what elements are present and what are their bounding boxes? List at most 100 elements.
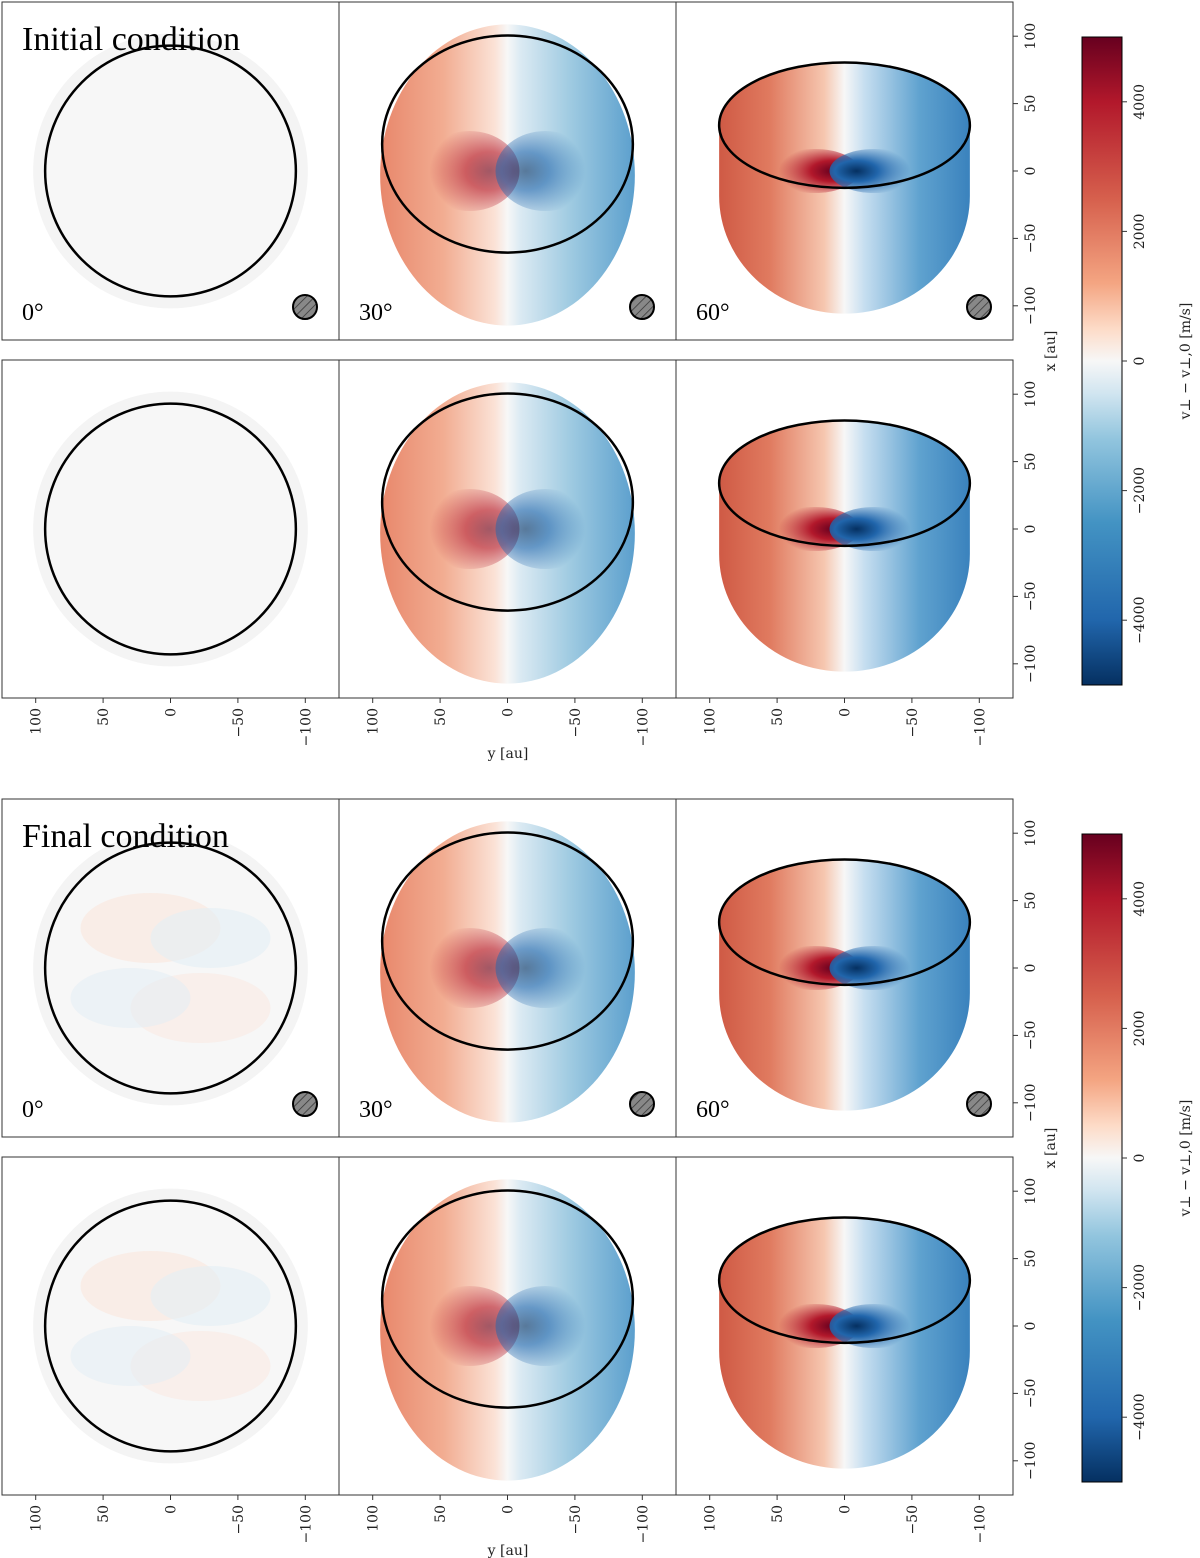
beam-icon: [629, 1091, 655, 1117]
core-redshift: [419, 489, 520, 569]
y-tick-label: −50: [1023, 224, 1039, 254]
y-tick-label: −100: [1023, 645, 1039, 683]
colorbar-tick-label: −2000: [1132, 467, 1148, 514]
x-tick-label: −100: [635, 1505, 651, 1543]
panel-b0-r0-c0: 0°: [1, 1, 340, 341]
x-tick-label: −100: [972, 1505, 988, 1543]
panel-b1-r1-c2: [675, 1156, 1014, 1496]
residual-blue: [150, 1266, 271, 1326]
y-tick-label: 0: [1023, 167, 1039, 176]
block-title: Initial condition: [22, 21, 240, 58]
x-tick-label: 0: [838, 1505, 854, 1514]
inclination-label: 60°: [696, 300, 730, 326]
disc-ring: [380, 831, 635, 1051]
x-tick-label: 50: [770, 1505, 786, 1523]
x-tick-label: 100: [703, 1505, 719, 1532]
core-redshift: [419, 1286, 520, 1366]
colorbar-tick-label: 2000: [1132, 1011, 1148, 1047]
residual-blue: [150, 908, 271, 968]
x-tick-label: −50: [905, 708, 921, 738]
x-tick-label: 100: [366, 1505, 382, 1532]
disc-ring: [380, 392, 635, 612]
colorbar-tick-label: −4000: [1132, 597, 1148, 644]
disc-ring: [380, 34, 635, 254]
x-tick-label: 0: [164, 708, 180, 717]
colorbar-tick-label: 4000: [1132, 881, 1148, 917]
core-blueshift: [495, 489, 596, 569]
inclination-label: 60°: [696, 1097, 730, 1123]
x-tick-label: −100: [298, 1505, 314, 1543]
disc-ring: [717, 419, 972, 548]
colorbar-tick-label: 2000: [1132, 214, 1148, 250]
panel-b1-r0-c1: 30°: [338, 798, 677, 1138]
x-tick-label: 0: [164, 1505, 180, 1514]
block-title: Final condition: [22, 818, 229, 855]
residual-blue: [70, 968, 191, 1028]
disc-ring: [717, 1216, 972, 1345]
inclination-label: 0°: [22, 1097, 44, 1123]
x-tick-label: 100: [703, 708, 719, 735]
y-tick-label: 50: [1023, 95, 1039, 113]
beam-icon: [966, 294, 992, 320]
disc-ring: [43, 1199, 298, 1453]
y-tick-label: 0: [1023, 525, 1039, 534]
x-axis-label: y [au]: [487, 746, 529, 762]
colorbar-tick-label: 0: [1132, 357, 1148, 366]
y-tick-label: 50: [1023, 1250, 1039, 1268]
y-tick-label: 50: [1023, 453, 1039, 471]
beam-icon: [629, 294, 655, 320]
x-tick-label: 0: [501, 1505, 517, 1514]
y-tick-label: −50: [1023, 1021, 1039, 1051]
x-tick-label: −50: [231, 708, 247, 738]
y-tick-label: −100: [1023, 1084, 1039, 1122]
x-tick-label: 50: [433, 1505, 449, 1523]
core-blueshift: [495, 131, 596, 211]
panel-b0-r1-c1: [338, 359, 677, 699]
y-tick-label: −50: [1023, 1379, 1039, 1409]
core-redshift: [419, 131, 520, 211]
x-tick-label: −50: [905, 1505, 921, 1535]
x-tick-label: 100: [366, 708, 382, 735]
colorbar-label: v⊥ − v⊥,0 [m/s]: [1178, 303, 1194, 421]
colorbar-tick-label: −2000: [1132, 1264, 1148, 1311]
y-tick-label: 100: [1023, 1178, 1039, 1205]
disc-ring: [380, 1189, 635, 1409]
y-tick-label: 100: [1023, 23, 1039, 50]
inclination-label: 30°: [359, 1097, 393, 1123]
y-axis-label: x [au]: [1043, 331, 1059, 372]
x-tick-label: −50: [568, 708, 584, 738]
core-redshift: [419, 928, 520, 1008]
colorbar-tick-label: 0: [1132, 1154, 1148, 1163]
y-tick-label: 100: [1023, 381, 1039, 408]
core-blueshift: [495, 928, 596, 1008]
inclination-label: 30°: [359, 300, 393, 326]
x-tick-label: 50: [96, 708, 112, 726]
colorbar-tick-label: −4000: [1132, 1394, 1148, 1441]
colorbar: [1081, 36, 1123, 686]
beam-icon: [966, 1091, 992, 1117]
panel-b0-r1-c2: [675, 359, 1014, 699]
panel-b1-r0-c0: 0°: [1, 798, 340, 1138]
beam-icon: [292, 294, 318, 320]
y-tick-label: 0: [1023, 1322, 1039, 1331]
y-tick-label: 50: [1023, 892, 1039, 910]
y-tick-label: −100: [1023, 1442, 1039, 1480]
panel-b0-r0-c2: 60°: [675, 1, 1014, 341]
y-tick-label: −100: [1023, 287, 1039, 325]
y-tick-label: −50: [1023, 582, 1039, 612]
x-tick-label: 100: [29, 708, 45, 735]
x-tick-label: −100: [298, 708, 314, 746]
x-tick-label: 0: [501, 708, 517, 717]
panel-b1-r0-c2: 60°: [675, 798, 1014, 1138]
panel-b0-r1-c0: [1, 359, 340, 699]
x-axis-label: y [au]: [487, 1543, 529, 1558]
x-tick-label: −100: [972, 708, 988, 746]
panel-b1-r1-c0: [1, 1156, 340, 1496]
y-tick-label: 100: [1023, 820, 1039, 847]
y-tick-label: 0: [1023, 964, 1039, 973]
residual-blue: [70, 1326, 191, 1386]
x-tick-label: −100: [635, 708, 651, 746]
x-tick-label: −50: [231, 1505, 247, 1535]
core-blueshift: [495, 1286, 596, 1366]
